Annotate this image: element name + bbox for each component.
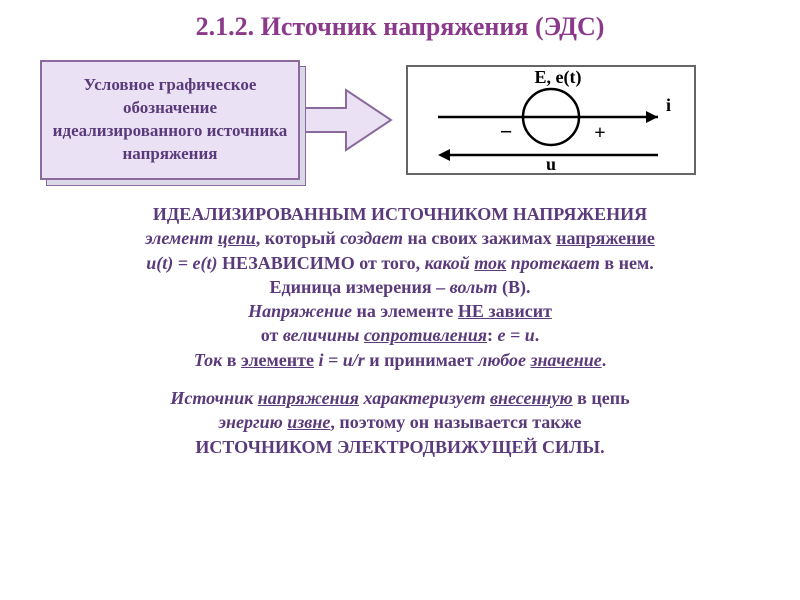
slide-title: 2.1.2. Источник напряжения (ЭДС) bbox=[30, 12, 770, 42]
arrow-icon bbox=[296, 80, 396, 160]
line-4: Единица измерения – вольт (В). bbox=[30, 275, 770, 299]
label-plus: + bbox=[594, 122, 605, 144]
line-5: Напряжение на элементе НЕ зависит bbox=[30, 299, 770, 323]
line-10: ИСТОЧНИКОМ ЭЛЕКТРОДВИЖУЩЕЙ СИЛЫ. bbox=[30, 435, 770, 459]
i-arrowhead bbox=[646, 111, 658, 123]
body-text: ИДЕАЛИЗИРОВАННЫМ ИСТОЧНИКОМ НАПРЯЖЕНИЯ э… bbox=[30, 202, 770, 459]
label-box-text: Условное графическое обозначение идеализ… bbox=[50, 74, 290, 166]
line-3: u(t) = e(t) НЕЗАВИСИМО от того, какой то… bbox=[30, 251, 770, 275]
line-9: энергию извне, поэтому он называется так… bbox=[30, 410, 770, 434]
line-1: ИДЕАЛИЗИРОВАННЫМ ИСТОЧНИКОМ НАПРЯЖЕНИЯ bbox=[30, 202, 770, 226]
circuit-svg: E, e(t) i − + u bbox=[408, 67, 694, 173]
slide-container: 2.1.2. Источник напряжения (ЭДС) Условно… bbox=[0, 0, 800, 600]
line-2: элемент цепи, который создает на своих з… bbox=[30, 226, 770, 250]
u-arrowhead bbox=[438, 149, 450, 161]
label-u: u bbox=[546, 154, 556, 173]
label-minus: − bbox=[500, 119, 513, 144]
label-i: i bbox=[666, 95, 671, 115]
circuit-diagram: E, e(t) i − + u bbox=[406, 65, 696, 175]
line-6: от величины сопротивления: e = u. bbox=[30, 323, 770, 347]
label-e: E, e(t) bbox=[535, 67, 582, 88]
line-8: Источник напряжения характеризует внесен… bbox=[30, 386, 770, 410]
top-row: Условное графическое обозначение идеализ… bbox=[30, 60, 770, 180]
label-box-wrap: Условное графическое обозначение идеализ… bbox=[40, 60, 300, 180]
line-7: Ток в элементе i = u/r и принимает любое… bbox=[30, 348, 770, 372]
label-box: Условное графическое обозначение идеализ… bbox=[40, 60, 300, 180]
